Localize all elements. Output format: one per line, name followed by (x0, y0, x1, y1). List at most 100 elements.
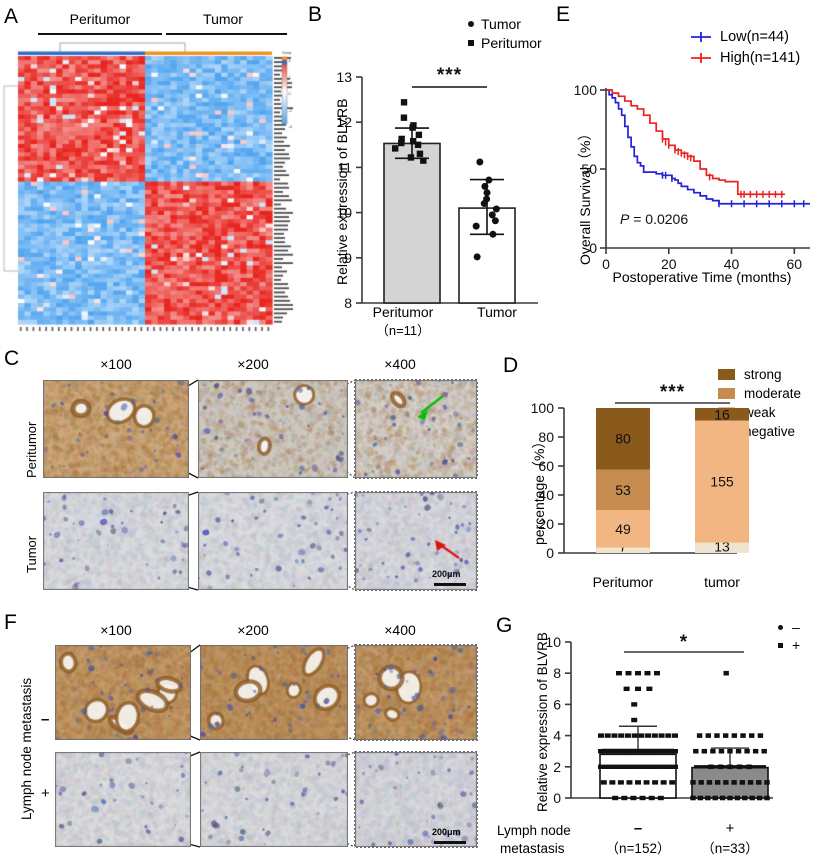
panel-d-letter: D (503, 354, 519, 377)
svg-text:*: * (680, 632, 688, 653)
panel-a-group-left-label: Peritumor (69, 11, 131, 27)
circle-marker-icon (468, 20, 474, 27)
panel-g-xlabel-plus: + (725, 820, 735, 837)
panel-g-legend-label-plus: + (792, 637, 801, 653)
panel-e-legend-item-low: Low(n=44) (690, 26, 800, 47)
panel-c-img-peritumor-200 (198, 380, 348, 478)
panel-b-legend: Tumor Peritumor (468, 14, 542, 52)
panel-c-img-peritumor-100 (43, 380, 189, 478)
panel-d-legend-label-moderate: moderate (744, 386, 802, 401)
panel-f-img-plus-400 (355, 752, 477, 847)
svg-text:6: 6 (553, 696, 561, 712)
panel-f-img-plus-100 (55, 752, 191, 847)
panel-c-mag-400: ×400 (384, 356, 416, 372)
svg-text:13: 13 (336, 69, 352, 85)
panel-b-xlabel-tumor: Tumor (477, 304, 517, 320)
panel-b-n-label: （n=11） (375, 323, 431, 338)
panel-e-ylabel: Overall Survival（%） (577, 126, 593, 265)
panel-d-legend-label-negative: negative (744, 424, 796, 439)
svg-text:20: 20 (661, 256, 677, 272)
panel-e-legend: Low(n=44) High(n=141) (690, 26, 800, 68)
square-marker-icon (468, 39, 474, 46)
panel-f-row-axis-label: Lymph node metastasis (19, 677, 34, 820)
panel-f-scalebar-label: 200μm (432, 827, 461, 837)
panel-b-legend-item-peritumor: Peritumor (468, 33, 542, 52)
circle-marker-icon (778, 624, 783, 630)
svg-text:100: 100 (574, 82, 598, 98)
svg-text:53: 53 (615, 482, 631, 498)
svg-text:12: 12 (336, 114, 352, 130)
panel-b-legend-item-tumor: Tumor (468, 14, 542, 33)
panel-b-ylabel: Relative expression of BLVRB (334, 98, 350, 286)
panel-d-legend-item-moderate: moderate (718, 384, 801, 403)
svg-text:4: 4 (553, 728, 561, 744)
panel-d-chart: 02040608010074953801315516*** (531, 382, 749, 561)
panel-b-xlabel-peritumor: Peritumor (372, 304, 434, 320)
svg-text:8: 8 (553, 665, 561, 681)
panel-b-chart: 8 9 10 11 12 13 *** (336, 65, 538, 311)
svg-text:***: *** (437, 65, 462, 86)
svg-text:16: 16 (714, 406, 730, 422)
panel-g-chart: 0 2 4 6 8 10 * (545, 632, 773, 806)
panel-a-group-right-label: Tumor (203, 11, 243, 27)
panel-a-heatmap (0, 38, 300, 338)
svg-text:100: 100 (531, 400, 555, 416)
panel-g-xaxis-label-line2: metastasis (500, 841, 565, 856)
svg-text:10: 10 (545, 634, 561, 650)
svg-text:40: 40 (724, 256, 740, 272)
panel-b-letter: B (308, 3, 323, 26)
panel-g-ylabel: Relative expression of BLVRB (535, 632, 550, 812)
panel-g-n-label-plus: （n=33） (701, 841, 759, 856)
panel-e-xlabel: Postoperative Time (months) (612, 269, 792, 285)
panel-d-ylabel: percentage（%） (531, 434, 547, 545)
square-marker-icon (778, 642, 783, 648)
strong-swatch-icon (718, 369, 735, 380)
svg-text:155: 155 (710, 474, 734, 490)
svg-text:***: *** (660, 382, 685, 403)
panel-f-img-plus-200 (200, 752, 348, 847)
svg-text:8: 8 (344, 295, 352, 311)
panel-g-legend: – + (778, 618, 800, 654)
panel-g-n-label-minus: （n=152） (605, 841, 671, 856)
svg-text:49: 49 (615, 521, 631, 537)
panel-c-img-tumor-200 (198, 492, 348, 590)
panel-f-mag-200: ×200 (237, 622, 269, 638)
panel-g-legend-item-minus: – (778, 618, 800, 636)
panel-c-mag-200: ×200 (237, 356, 269, 372)
panel-c-img-tumor-400 (355, 492, 477, 590)
panel-c-img-peritumor-400 (355, 380, 477, 478)
panel-e-legend-label-low: Low(n=44) (720, 28, 789, 45)
svg-text:40: 40 (538, 487, 554, 503)
panel-e-chart: 0 50 100 0 20 40 60 P = 0.0206 (574, 82, 810, 272)
panel-e-letter: E (556, 3, 571, 26)
svg-text:10: 10 (336, 205, 352, 221)
panel-g-letter: G (496, 614, 513, 637)
svg-text:20: 20 (538, 516, 554, 532)
panel-d-xlabel-tumor: tumor (704, 574, 740, 590)
panel-e-legend-label-high: High(n=141) (720, 49, 801, 66)
panel-f-img-minus-100 (55, 645, 191, 740)
high-curve-swatch-icon (691, 52, 711, 63)
svg-text:0: 0 (553, 790, 561, 806)
panel-d-legend-label-strong: strong (744, 367, 782, 382)
panel-f-scalebar (434, 841, 466, 844)
panel-a-group-left-rule (38, 33, 162, 35)
low-curve-swatch-icon (691, 31, 711, 42)
panel-b-legend-label-tumor: Tumor (481, 15, 521, 32)
svg-text:80: 80 (538, 429, 554, 445)
panel-c-row-label-tumor: Tumor (24, 535, 39, 573)
panel-a-group-right-rule (166, 33, 287, 35)
panel-f-mag-100: ×100 (100, 622, 132, 638)
panel-d-xlabel-peritumor: Peritumor (592, 574, 654, 590)
panel-c-img-tumor-100 (43, 492, 189, 590)
panel-g-xaxis-label-line1: Lymph node (497, 823, 571, 838)
panel-a-letter: A (4, 5, 19, 28)
panel-c-scalebar-label: 200μm (432, 569, 461, 579)
panel-d-legend-item-strong: strong (718, 365, 801, 384)
panel-f-row-label-minus: – (41, 711, 50, 728)
panel-f-mag-400: ×400 (384, 622, 416, 638)
panel-b-legend-label-peritumor: Peritumor (481, 34, 542, 51)
panel-g-legend-label-minus: – (792, 619, 800, 635)
svg-text:2: 2 (553, 759, 561, 775)
svg-text:P = 0.0206: P = 0.0206 (620, 211, 688, 227)
